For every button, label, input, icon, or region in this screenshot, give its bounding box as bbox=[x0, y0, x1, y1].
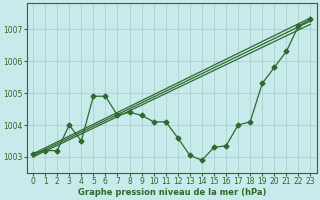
X-axis label: Graphe pression niveau de la mer (hPa): Graphe pression niveau de la mer (hPa) bbox=[77, 188, 266, 197]
